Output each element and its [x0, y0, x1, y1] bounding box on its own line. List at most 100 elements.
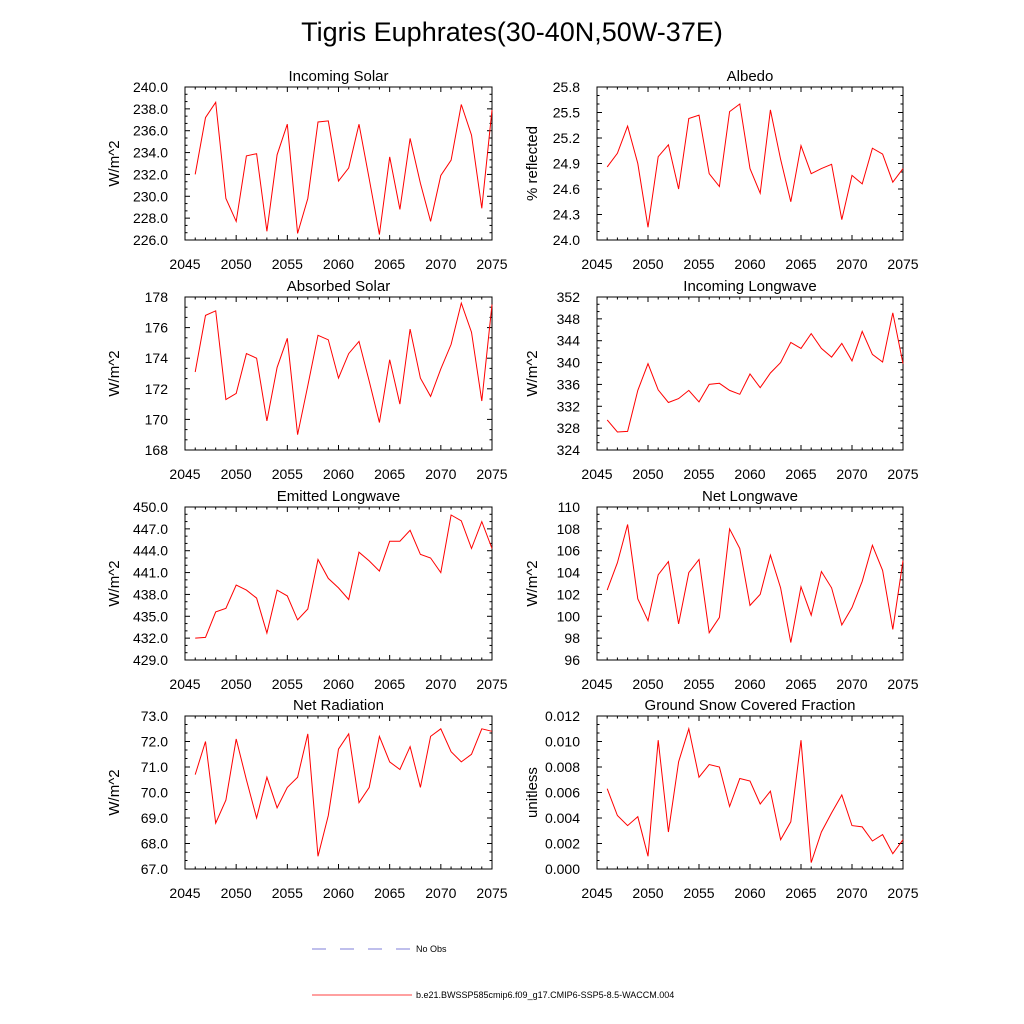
- y-tick-label: 435.0: [133, 608, 168, 624]
- series-line: [606, 103, 904, 228]
- panel-title: Emitted Longwave: [277, 488, 400, 505]
- y-tick-label: 24.6: [553, 181, 580, 197]
- panel-4: Incoming Longwave W/m^2 2045 2050 2055 2060 20…: [524, 278, 919, 482]
- y-tick-label: 432.0: [133, 630, 168, 646]
- series-line: [194, 728, 493, 857]
- y-tick-label: 340: [557, 355, 581, 371]
- plot-frame: [596, 506, 904, 661]
- panel-1: Incoming Solar W/m^2 2045 2050 2055 2060 2065 2…: [106, 68, 508, 272]
- y-tick-label: 172: [145, 381, 169, 397]
- legend: No Obs b.e21.BWSSP585cmip6.f09_g17.CMIP6…: [312, 944, 674, 1000]
- x-tick-label: 2060: [323, 256, 354, 272]
- y-tick-label: 332: [557, 398, 581, 414]
- x-tick-label: 2050: [221, 466, 252, 482]
- panel-8: Ground Snow Covered Fraction unitless 2045…: [524, 697, 919, 901]
- x-tick-label: 2045: [581, 256, 612, 272]
- plot-frame: [184, 506, 493, 661]
- y-tick-label: 438.0: [133, 586, 168, 602]
- x-tick-label: 2050: [221, 885, 252, 901]
- y-tick-label: 232.0: [133, 166, 168, 182]
- x-tick-label: 2055: [683, 676, 714, 692]
- y-tick-label: 228.0: [133, 210, 168, 226]
- plot-frame: [184, 296, 493, 451]
- y-tick-label: 176: [145, 320, 169, 336]
- x-tick-label: 2060: [323, 885, 354, 901]
- y-axis-label: W/m^2: [106, 560, 123, 606]
- y-tick-label: 69.0: [141, 810, 168, 826]
- y-tick-label: 352: [557, 289, 581, 305]
- y-tick-label: 336: [557, 376, 581, 392]
- x-tick-label: 2060: [323, 466, 354, 482]
- y-tick-label: 447.0: [133, 521, 168, 537]
- x-tick-label: 2075: [887, 256, 918, 272]
- y-tick-label: 168: [145, 442, 169, 458]
- series-line: [194, 100, 493, 235]
- x-tick-label: 2060: [734, 466, 765, 482]
- y-axis-label: unitless: [524, 767, 541, 818]
- panel-6: Net Longwave W/m^2 2045 2050 2055 2060 2065 207…: [524, 488, 919, 692]
- x-tick-label: 2065: [785, 256, 816, 272]
- y-tick-label: 348: [557, 311, 581, 327]
- y-tick-label: 24.9: [553, 156, 580, 172]
- series-line: [606, 726, 904, 863]
- x-tick-label: 2065: [785, 676, 816, 692]
- y-axis-label: W/m^2: [106, 140, 123, 186]
- y-tick-label: 25.5: [553, 105, 580, 121]
- x-tick-label: 2075: [887, 466, 918, 482]
- x-tick-label: 2065: [374, 885, 405, 901]
- panel-title: Incoming Longwave: [683, 278, 816, 295]
- panel-title: Albedo: [727, 68, 774, 85]
- x-tick-label: 2075: [476, 256, 507, 272]
- series-line: [606, 524, 904, 643]
- x-tick-label: 2075: [476, 466, 507, 482]
- panel-title: Ground Snow Covered Fraction: [645, 697, 856, 714]
- x-tick-label: 2070: [425, 466, 456, 482]
- y-tick-label: 70.0: [141, 785, 168, 801]
- y-tick-label: 0.006: [545, 785, 580, 801]
- x-tick-label: 2065: [374, 256, 405, 272]
- legend-model-label: b.e21.BWSSP585cmip6.f09_g17.CMIP6-SSP5-8…: [416, 990, 674, 1000]
- x-tick-label: 2075: [887, 676, 918, 692]
- y-axis-label: W/m^2: [524, 350, 541, 396]
- y-axis-label: W/m^2: [106, 769, 123, 815]
- x-tick-label: 2055: [683, 256, 714, 272]
- y-tick-label: 178: [145, 289, 169, 305]
- y-tick-label: 98: [564, 630, 580, 646]
- plot-frame: [596, 86, 904, 241]
- x-tick-label: 2070: [836, 885, 867, 901]
- y-tick-label: 429.0: [133, 652, 168, 668]
- y-tick-label: 100: [557, 608, 581, 624]
- y-tick-label: 24.0: [553, 232, 580, 248]
- x-tick-label: 2060: [323, 676, 354, 692]
- x-tick-label: 2075: [476, 885, 507, 901]
- x-tick-label: 2055: [272, 885, 303, 901]
- x-tick-label: 2070: [425, 885, 456, 901]
- y-tick-label: 24.3: [553, 207, 580, 223]
- y-tick-label: 104: [557, 565, 581, 581]
- x-tick-label: 2055: [272, 466, 303, 482]
- x-tick-label: 2070: [836, 676, 867, 692]
- y-tick-label: 0.010: [545, 734, 580, 750]
- y-tick-label: 0.000: [545, 861, 580, 877]
- y-tick-label: 71.0: [141, 759, 168, 775]
- x-tick-label: 2070: [425, 676, 456, 692]
- y-tick-label: 234.0: [133, 145, 168, 161]
- x-tick-label: 2075: [476, 676, 507, 692]
- series-line: [606, 312, 904, 433]
- y-axis-label: W/m^2: [524, 560, 541, 606]
- x-tick-label: 2070: [836, 466, 867, 482]
- x-tick-label: 2055: [683, 466, 714, 482]
- y-tick-label: 25.2: [553, 130, 580, 146]
- y-axis-label: % reflected: [524, 126, 541, 201]
- y-tick-label: 0.002: [545, 836, 580, 852]
- y-tick-label: 240.0: [133, 79, 168, 95]
- x-tick-label: 2050: [632, 256, 663, 272]
- y-tick-label: 170: [145, 411, 169, 427]
- main-title: Tigris Euphrates(30-40N,50W-37E): [301, 17, 723, 47]
- plot-frame: [596, 715, 904, 870]
- x-tick-label: 2055: [272, 676, 303, 692]
- y-axis-label: W/m^2: [106, 350, 123, 396]
- x-tick-label: 2045: [169, 466, 200, 482]
- x-tick-label: 2060: [734, 885, 765, 901]
